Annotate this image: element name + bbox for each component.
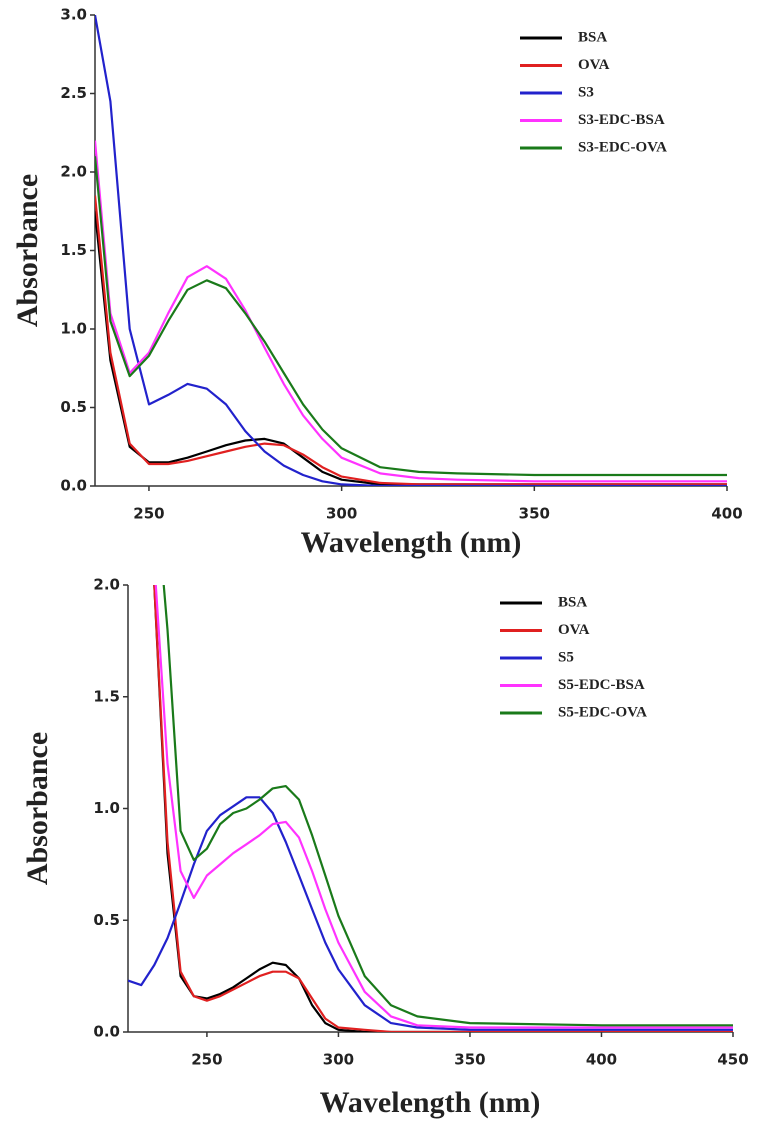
x-tick-label: 350 <box>454 1051 485 1069</box>
data-line <box>95 15 727 486</box>
x-axis-title: Wavelength (nm) <box>320 1086 541 1119</box>
y-tick-label: 1.5 <box>60 241 87 259</box>
plot-lines <box>95 15 727 486</box>
x-tick-label: 300 <box>323 1051 354 1069</box>
plot-lines <box>128 585 733 1032</box>
y-tick-label: 0.0 <box>93 1023 120 1041</box>
legend-label: BSA <box>558 594 587 610</box>
x-axis-title: Wavelength (nm) <box>301 526 522 559</box>
x-tick-label: 450 <box>717 1051 748 1069</box>
data-line <box>154 585 733 1029</box>
x-tick-label: 350 <box>519 505 550 523</box>
y-tick-label: 3.0 <box>60 6 87 24</box>
legend-label: S3 <box>578 84 594 100</box>
y-tick-label: 1.0 <box>93 799 120 817</box>
data-line <box>128 796 733 1031</box>
x-tick-label: 400 <box>711 505 742 523</box>
y-tick-label: 1.0 <box>60 320 87 338</box>
y-tick-label: 0.5 <box>60 398 87 416</box>
data-line <box>95 195 727 486</box>
y-tick-label: 2.5 <box>60 84 87 102</box>
legend-label: OVA <box>578 57 610 73</box>
legend-label: OVA <box>558 622 590 638</box>
data-line <box>128 585 733 1032</box>
data-line <box>95 140 727 483</box>
legend-label: S3-EDC-OVA <box>578 139 667 155</box>
x-tick-label: 250 <box>191 1051 222 1069</box>
y-axis-title: Absorbance <box>11 174 44 327</box>
x-tick-label: 300 <box>326 505 357 523</box>
y-tick-label: 0.0 <box>60 477 87 495</box>
x-tick-label: 400 <box>586 1051 617 1069</box>
data-line <box>95 156 727 477</box>
legend-label: S5 <box>558 649 574 665</box>
y-tick-label: 2.0 <box>93 576 120 594</box>
x-tick-label: 250 <box>133 505 164 523</box>
y-tick-label: 2.0 <box>60 163 87 181</box>
y-axis-title: Absorbance <box>21 732 54 885</box>
legend-label: S5-EDC-OVA <box>558 704 647 720</box>
y-tick-label: 0.5 <box>93 911 120 929</box>
legend-label: BSA <box>578 29 607 45</box>
y-tick-label: 1.5 <box>93 687 120 705</box>
data-line <box>162 585 733 1027</box>
data-line <box>95 211 727 486</box>
legend-label: S5-EDC-BSA <box>558 677 645 693</box>
legend-label: S3-EDC-BSA <box>578 112 665 128</box>
